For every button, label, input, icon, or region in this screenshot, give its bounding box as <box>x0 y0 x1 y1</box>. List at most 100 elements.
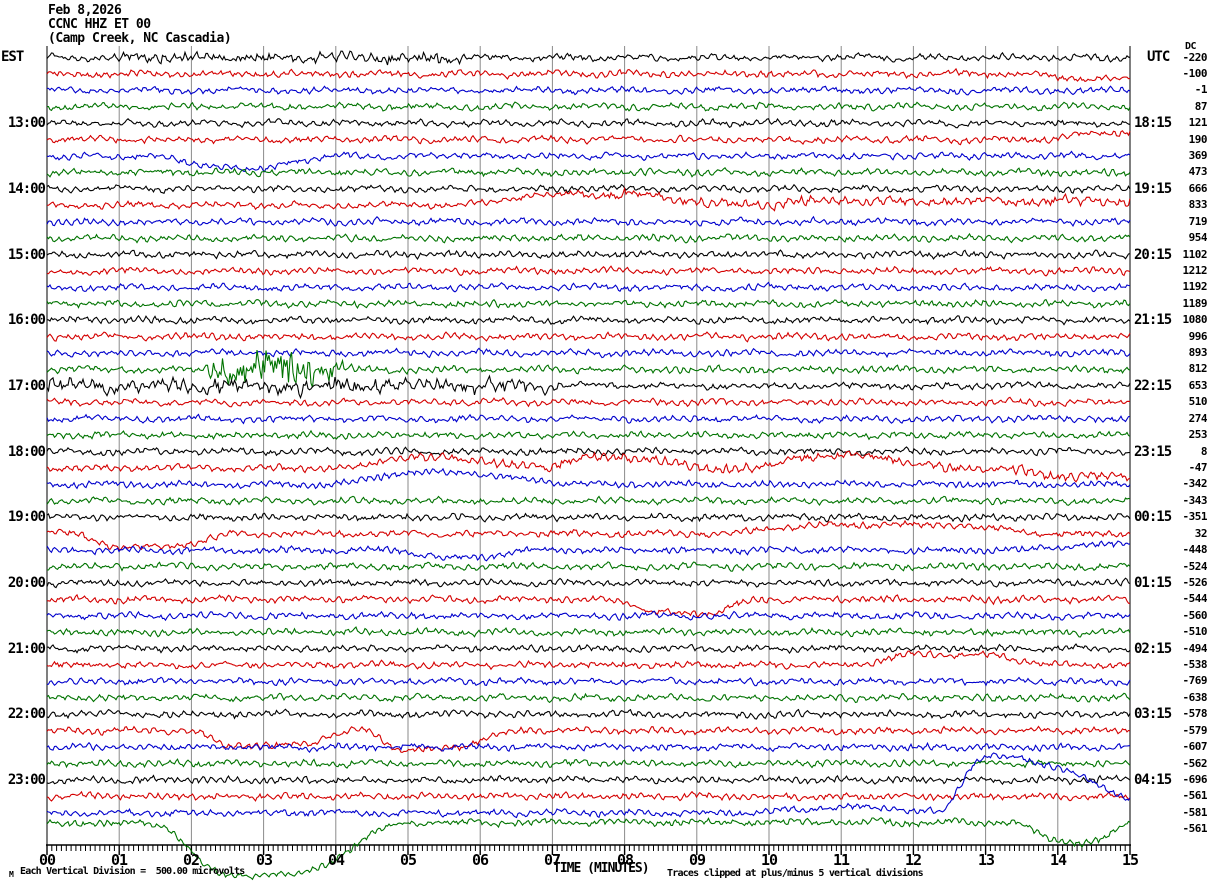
dc-value: 274 <box>1188 412 1208 425</box>
dc-value: 510 <box>1188 395 1208 408</box>
dc-value: -579 <box>1182 724 1208 737</box>
x-tick-label: 09 <box>688 851 706 869</box>
dc-value: 666 <box>1188 182 1208 195</box>
x-tick-label: 00 <box>38 851 56 869</box>
trace-row <box>46 85 1131 96</box>
scale-note: Each Vertical Division = 500.00 microvol… <box>20 866 245 877</box>
trace-row <box>46 450 1131 483</box>
trace-row <box>46 774 1131 786</box>
x-tick-label: 02 <box>182 851 200 869</box>
trace-row <box>46 540 1130 562</box>
est-hour-label: 16:00 <box>7 312 46 328</box>
trace-row <box>47 593 1131 618</box>
trace-row <box>46 50 1131 66</box>
est-axis-label: EST <box>1 49 24 65</box>
trace-row <box>46 347 1131 359</box>
trace-row <box>46 265 1131 277</box>
dc-value: -342 <box>1182 477 1208 490</box>
trace-row <box>46 758 1131 769</box>
trace-row <box>46 467 1131 490</box>
dc-value: -510 <box>1182 625 1208 638</box>
trace-row <box>46 676 1131 687</box>
dc-value: -560 <box>1182 609 1208 622</box>
x-tick-label: 01 <box>110 851 128 869</box>
trace-row <box>46 374 1131 400</box>
x-axis-title: TIME (MINUTES) <box>553 861 650 876</box>
trace-row <box>46 708 1131 720</box>
dc-value: -526 <box>1182 576 1208 589</box>
dc-value: -47 <box>1188 461 1208 474</box>
x-tick-label: 15 <box>1121 851 1139 869</box>
trace-row <box>46 495 1131 506</box>
x-tick-label: 10 <box>760 851 778 869</box>
x-tick-label: 04 <box>327 851 345 869</box>
dc-value: -544 <box>1182 592 1208 605</box>
utc-hour-label: 03:15 <box>1134 706 1172 722</box>
utc-hour-label: 19:15 <box>1134 181 1172 197</box>
trace-row <box>46 232 1131 244</box>
dc-value: -696 <box>1182 773 1208 786</box>
utc-hour-label: 21:15 <box>1134 312 1172 328</box>
dc-value: 1080 <box>1182 313 1208 326</box>
trace-row <box>46 281 1131 293</box>
dc-value: -343 <box>1182 494 1208 507</box>
trace-row <box>46 117 1131 129</box>
trace-row <box>46 577 1131 589</box>
trace-row <box>46 331 1131 343</box>
dc-value: 121 <box>1188 116 1208 129</box>
trace-row <box>46 67 1131 83</box>
trace-row <box>46 817 1131 881</box>
dc-value: -524 <box>1182 560 1208 573</box>
trace-row <box>46 519 1131 551</box>
trace-row <box>46 790 1131 802</box>
trace-row <box>46 512 1131 523</box>
trace-row <box>46 725 1131 753</box>
trace-row <box>46 186 1131 212</box>
dc-value: 996 <box>1188 330 1208 343</box>
dc-value: -494 <box>1182 642 1208 655</box>
utc-hour-label: 20:15 <box>1134 247 1172 263</box>
x-tick-label: 14 <box>1049 851 1067 869</box>
dc-value: 1212 <box>1182 264 1208 277</box>
x-tick-label: 06 <box>471 851 489 869</box>
dc-value: 8 <box>1200 445 1208 458</box>
title-station: CCNC HHZ ET 00 <box>48 17 151 32</box>
trace-row <box>46 350 1131 388</box>
trace-row <box>46 610 1131 622</box>
utc-axis-label: UTC <box>1147 49 1170 65</box>
dc-value: 719 <box>1188 215 1208 228</box>
dc-value: -220 <box>1182 51 1208 64</box>
dc-value: -561 <box>1182 789 1208 802</box>
dc-value: 32 <box>1194 527 1208 540</box>
dc-value: 369 <box>1188 149 1208 162</box>
dc-value: -100 <box>1182 67 1208 80</box>
dc-value: -561 <box>1182 822 1208 835</box>
dc-value: 1102 <box>1182 248 1208 261</box>
dc-value: 653 <box>1188 379 1208 392</box>
dc-value: 473 <box>1188 165 1208 178</box>
trace-row <box>46 741 1131 753</box>
utc-hour-label: 00:15 <box>1134 509 1172 525</box>
trace-row <box>46 649 1131 671</box>
x-tick-label: 11 <box>832 851 850 869</box>
dc-value: 954 <box>1188 231 1208 244</box>
trace-row <box>47 101 1131 112</box>
trace-row <box>46 298 1131 309</box>
est-hour-label: 20:00 <box>7 575 46 591</box>
trace-row <box>46 314 1131 326</box>
trace-row <box>46 643 1131 655</box>
est-hour-label: 21:00 <box>7 641 46 657</box>
dc-value: -638 <box>1182 691 1208 704</box>
utc-hour-label: 02:15 <box>1134 641 1172 657</box>
utc-hour-label: 22:15 <box>1134 378 1172 394</box>
watermark-mark: M <box>9 870 14 879</box>
utc-hour-label: 23:15 <box>1134 444 1172 460</box>
est-hour-label: 23:00 <box>7 772 46 788</box>
trace-row <box>46 429 1131 441</box>
dc-value: -562 <box>1182 757 1208 770</box>
est-hour-label: 22:00 <box>7 706 46 722</box>
trace-row <box>47 561 1131 572</box>
utc-hour-label: 04:15 <box>1134 772 1172 788</box>
